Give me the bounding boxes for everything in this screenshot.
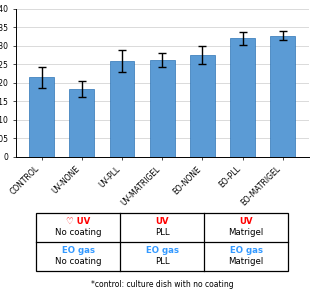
Text: UV: UV: [156, 217, 169, 226]
Text: No coating: No coating: [55, 257, 101, 266]
Text: EO gas: EO gas: [62, 246, 95, 255]
Bar: [271, 36, 295, 157]
Text: UV: UV: [239, 217, 253, 226]
Text: ♡ UV: ♡ UV: [66, 217, 90, 226]
Bar: [230, 39, 255, 157]
Bar: [36, 213, 288, 271]
Bar: [69, 89, 94, 157]
Text: EO gas: EO gas: [230, 246, 263, 255]
Bar: [190, 55, 215, 157]
Text: PLL: PLL: [155, 257, 169, 266]
Text: *control: culture dish with no coating: *control: culture dish with no coating: [91, 280, 233, 289]
Bar: [150, 60, 175, 157]
Text: Matrigel: Matrigel: [229, 257, 264, 266]
Bar: [29, 77, 54, 157]
Bar: [110, 61, 135, 157]
Text: Matrigel: Matrigel: [229, 228, 264, 237]
Text: EO gas: EO gas: [146, 246, 179, 255]
Text: No coating: No coating: [55, 228, 101, 237]
Text: PLL: PLL: [155, 228, 169, 237]
